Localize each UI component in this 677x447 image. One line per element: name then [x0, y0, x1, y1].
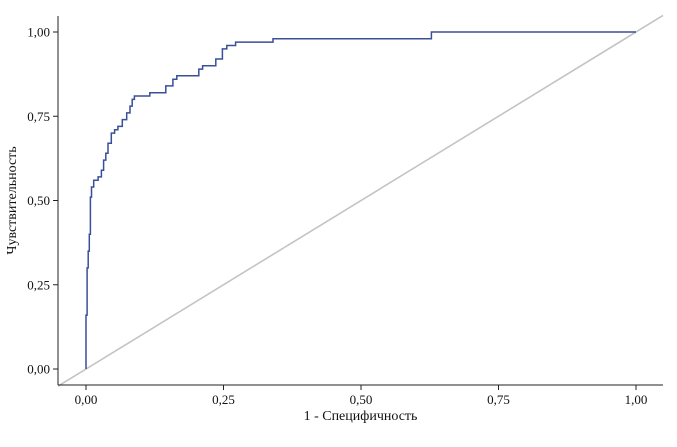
y-axis-title: Чувствительность — [5, 146, 20, 254]
x-tick-label: 0,25 — [212, 392, 235, 407]
x-tick-label: 0,75 — [487, 392, 510, 407]
reference-diagonal-line — [57, 14, 664, 387]
y-tick-label: 0,75 — [27, 109, 50, 124]
y-tick-label: 0,25 — [27, 277, 50, 292]
y-tick-label: 0,50 — [27, 193, 50, 208]
x-axis-title: 1 - Специфичность — [304, 409, 418, 424]
x-tick-label: 0,50 — [350, 392, 373, 407]
y-tick-label: 0,00 — [27, 362, 50, 377]
x-tick-label: 1,00 — [625, 392, 648, 407]
x-tick-label: 0,00 — [75, 392, 98, 407]
y-tick-label: 1,00 — [27, 25, 50, 40]
roc-curve-line — [85, 31, 636, 369]
